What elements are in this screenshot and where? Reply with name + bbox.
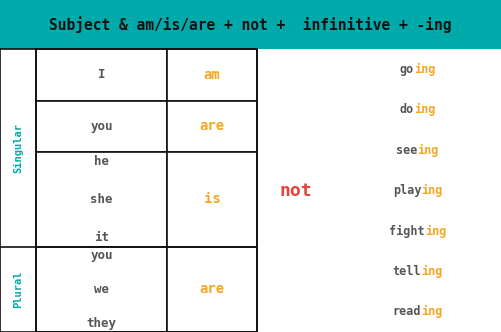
Text: ing: ing [414,103,435,116]
Text: Singular: Singular [13,123,23,173]
Text: she: she [91,193,113,206]
Text: are: are [199,282,224,296]
Text: ing: ing [421,265,442,278]
FancyBboxPatch shape [36,49,167,101]
Text: ing: ing [421,184,442,197]
Text: ing: ing [421,305,442,318]
Text: do: do [400,103,414,116]
FancyBboxPatch shape [0,0,501,49]
Text: ing: ing [414,63,435,76]
Text: he: he [94,155,109,168]
Text: are: are [199,119,224,133]
Text: go: go [400,63,414,76]
Text: they: they [87,317,117,330]
FancyBboxPatch shape [167,247,257,332]
FancyBboxPatch shape [167,101,257,152]
Text: we: we [94,283,109,296]
Text: read: read [393,305,421,318]
Text: fight: fight [389,224,425,237]
FancyBboxPatch shape [36,101,167,152]
Text: ing: ing [417,144,439,157]
FancyBboxPatch shape [167,152,257,247]
Text: play: play [393,184,421,197]
Text: tell: tell [393,265,421,278]
Text: not: not [279,182,312,200]
Text: see: see [396,144,418,157]
FancyBboxPatch shape [36,152,167,247]
Text: it: it [94,231,109,244]
Text: you: you [91,249,113,262]
Text: ing: ing [425,224,446,237]
Text: am: am [203,68,220,82]
FancyBboxPatch shape [167,49,257,101]
Text: I: I [98,68,105,81]
Text: Subject & am/is/are + not +  infinitive + -ing: Subject & am/is/are + not + infinitive +… [49,16,452,33]
Text: Plural: Plural [13,271,23,308]
Text: is: is [203,192,220,207]
FancyBboxPatch shape [36,247,167,332]
Text: you: you [91,120,113,133]
